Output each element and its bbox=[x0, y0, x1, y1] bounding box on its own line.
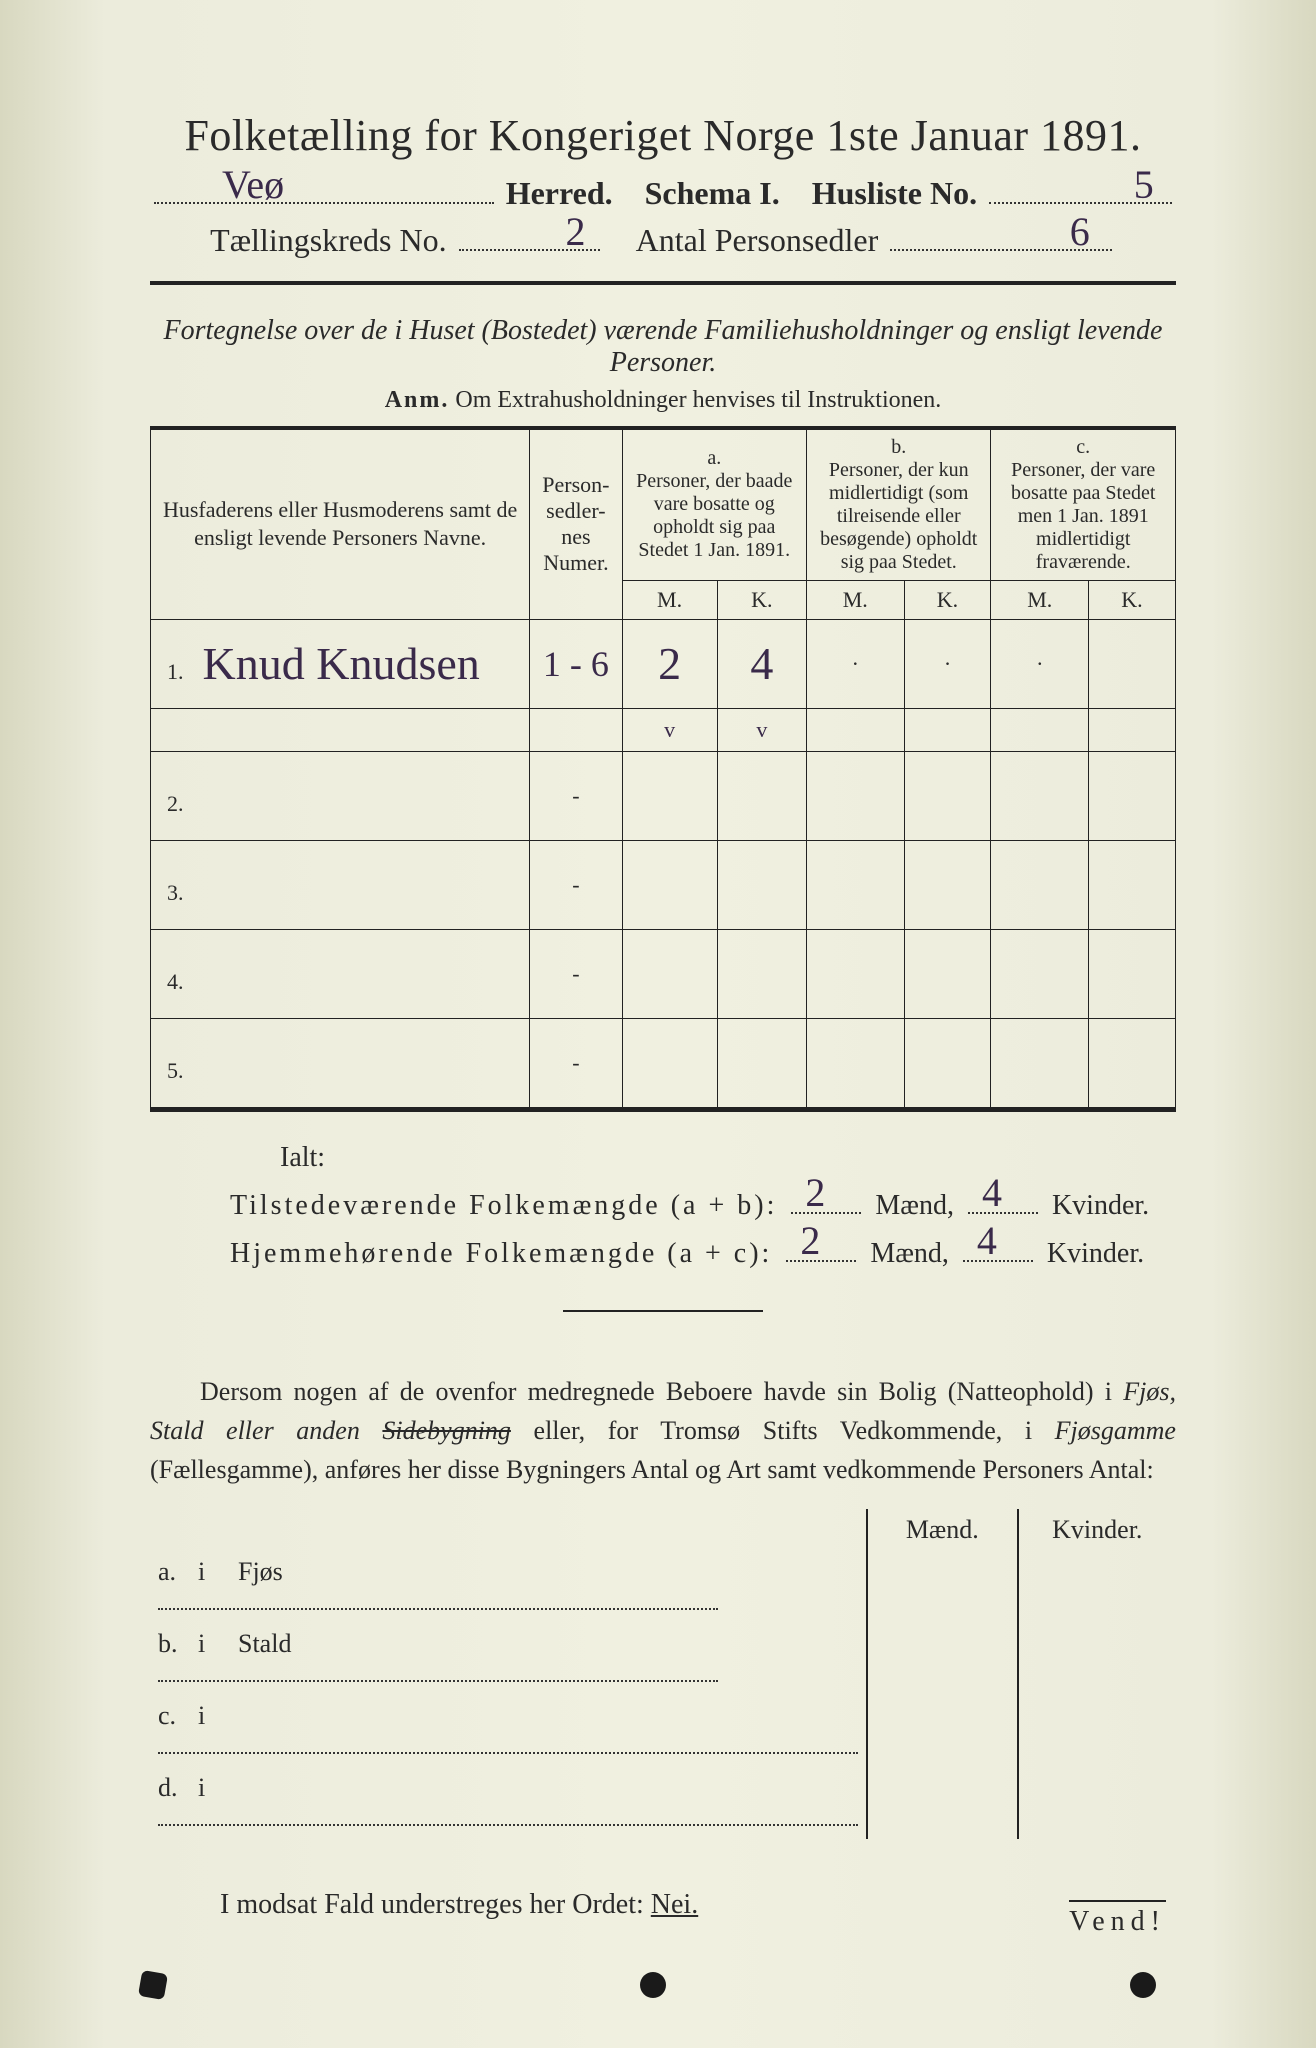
husliste-label: Husliste No. bbox=[812, 175, 977, 212]
nei-word: Nei. bbox=[651, 1889, 698, 1920]
outbuilding-table: Mænd. Kvinder. a.iFjøsb.iStaldc.id.i bbox=[150, 1509, 1176, 1839]
totals-line1-k: 4 bbox=[982, 1169, 1002, 1216]
antal-value: 6 bbox=[1070, 208, 1090, 255]
col-c-label: c. bbox=[995, 436, 1171, 459]
subheader-anm: Anm. Om Extrahusholdninger henvises til … bbox=[150, 387, 1176, 414]
col-b-m: M. bbox=[807, 580, 905, 619]
outbuilding-row: c.i bbox=[150, 1695, 1176, 1767]
punch-hole bbox=[1130, 1972, 1156, 1998]
check-row: vv bbox=[151, 708, 1176, 751]
table-row: 4. - bbox=[151, 929, 1176, 1018]
antal-label: Antal Personsedler bbox=[636, 222, 879, 259]
header-line-1: Veø Herred. Schema I. Husliste No. 5 bbox=[150, 173, 1176, 212]
outbuilding-row: d.i bbox=[150, 1767, 1176, 1839]
nei-line: I modsat Fald understreges her Ordet: Ne… bbox=[220, 1889, 1176, 1921]
husliste-value: 5 bbox=[1134, 161, 1154, 208]
kreds-value: 2 bbox=[566, 208, 586, 255]
col-a-m: M. bbox=[622, 580, 717, 619]
ialt-label: Ialt: bbox=[280, 1142, 1176, 1174]
col-names-header: Husfaderens eller Husmoderens samt de en… bbox=[163, 497, 517, 551]
anm-text: Om Extrahusholdninger henvises til Instr… bbox=[455, 387, 941, 413]
col-person-header: Person-sedler-nes Numer. bbox=[542, 472, 609, 575]
maend-label-2: Mænd, bbox=[870, 1238, 949, 1270]
col-b-text: Personer, der kun midlertidigt (som tilr… bbox=[811, 459, 986, 574]
col-b-label: b. bbox=[811, 436, 986, 459]
table-row: 2. - bbox=[151, 751, 1176, 840]
herred-value: Veø bbox=[222, 161, 284, 208]
col-a-text: Personer, der baade vare bosatte og opho… bbox=[627, 470, 802, 562]
nei-text: I modsat Fald understreges her Ordet: bbox=[220, 1889, 644, 1920]
table-row: 1. Knud Knudsen1 - 624··· bbox=[151, 619, 1176, 708]
totals-line2-label: Hjemmehørende Folkemængde (a + c): bbox=[230, 1238, 772, 1270]
totals-line2-m: 2 bbox=[800, 1217, 820, 1264]
kreds-label: Tællingskreds No. bbox=[210, 222, 446, 259]
outbuilding-row: a.iFjøs bbox=[150, 1551, 1176, 1623]
table-row: 5. - bbox=[151, 1018, 1176, 1107]
page-title: Folketælling for Kongeriget Norge 1ste J… bbox=[150, 110, 1176, 161]
paragraph: Dersom nogen af de ovenfor medregnede Be… bbox=[150, 1372, 1176, 1489]
lt-kvinder: Kvinder. bbox=[1018, 1509, 1176, 1551]
header-line-2: Tællingskreds No. 2 Antal Personsedler 6 bbox=[150, 220, 1176, 259]
herred-label: Herred. bbox=[506, 175, 613, 212]
table-row: 3. - bbox=[151, 840, 1176, 929]
vend-label: Vend! bbox=[1069, 1900, 1166, 1938]
col-c-k: K. bbox=[1088, 580, 1175, 619]
col-a-k: K. bbox=[717, 580, 806, 619]
table-bottom-rule bbox=[150, 1108, 1176, 1112]
kvinder-label: Kvinder. bbox=[1052, 1190, 1149, 1222]
subheader-italic: Fortegnelse over de i Huset (Bostedet) v… bbox=[150, 315, 1176, 379]
col-a-label: a. bbox=[627, 447, 802, 470]
punch-hole bbox=[138, 1970, 168, 2000]
para-i2: Fjøsgamme bbox=[1055, 1416, 1176, 1445]
para-struck: Sidebygning bbox=[382, 1416, 511, 1445]
col-c-m: M. bbox=[991, 580, 1089, 619]
anm-label: Anm. bbox=[385, 387, 450, 413]
totals-line1-m: 2 bbox=[805, 1169, 825, 1216]
kvinder-label-2: Kvinder. bbox=[1047, 1238, 1144, 1270]
col-c-text: Personer, der vare bosatte paa Stedet me… bbox=[995, 459, 1171, 574]
census-table: Husfaderens eller Husmoderens samt de en… bbox=[150, 429, 1176, 1108]
maend-label: Mænd, bbox=[875, 1190, 954, 1222]
para-t3: (Fællesgamme), anføres her disse Bygning… bbox=[150, 1455, 1154, 1484]
para-t2: eller, for Tromsø Stifts Vedkommende, i bbox=[511, 1416, 1055, 1445]
totals-line2-k: 4 bbox=[977, 1217, 997, 1264]
short-divider bbox=[563, 1310, 763, 1312]
para-t1: Dersom nogen af de ovenfor medregnede Be… bbox=[200, 1377, 1123, 1406]
totals-line1-label: Tilstedeværende Folkemængde (a + b): bbox=[230, 1190, 777, 1222]
punch-hole bbox=[640, 1972, 666, 1998]
schema-label: Schema I. bbox=[645, 175, 780, 212]
totals-block: Ialt: Tilstedeværende Folkemængde (a + b… bbox=[230, 1142, 1176, 1270]
outbuilding-row: b.iStald bbox=[150, 1623, 1176, 1695]
col-b-k: K. bbox=[904, 580, 991, 619]
lt-maend: Mænd. bbox=[867, 1509, 1018, 1551]
divider bbox=[150, 281, 1176, 285]
